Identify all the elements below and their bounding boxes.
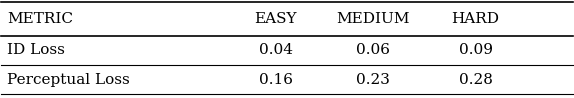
Text: Perceptual Loss: Perceptual Loss — [7, 73, 130, 87]
Text: MEDIUM: MEDIUM — [336, 12, 409, 25]
Text: HARD: HARD — [452, 12, 499, 25]
Text: 0.09: 0.09 — [459, 43, 492, 57]
Text: 0.16: 0.16 — [258, 73, 293, 87]
Text: 0.06: 0.06 — [356, 43, 390, 57]
Text: 0.23: 0.23 — [356, 73, 390, 87]
Text: EASY: EASY — [254, 12, 297, 25]
Text: 0.04: 0.04 — [258, 43, 293, 57]
Text: ID Loss: ID Loss — [7, 43, 65, 57]
Text: 0.28: 0.28 — [459, 73, 492, 87]
Text: METRIC: METRIC — [7, 12, 73, 25]
